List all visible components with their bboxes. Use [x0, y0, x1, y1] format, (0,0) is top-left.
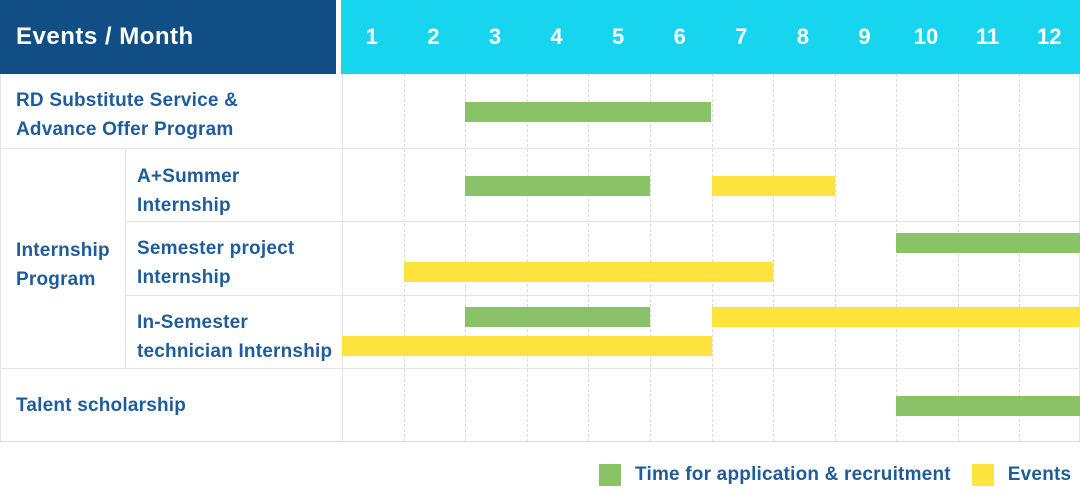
row-separator-line: [1, 148, 1080, 149]
month-label-10: 10: [913, 24, 939, 49]
gantt-bar-yellow-months-7-12: [711, 307, 1080, 327]
legend-item-application-recruitment: Time for application & recruitment: [599, 464, 951, 486]
month-label-11: 11: [975, 24, 1000, 49]
month-label-2: 2: [427, 24, 440, 49]
month-gridline: [465, 74, 466, 442]
row-separator-line: [1, 368, 1080, 369]
month-label-1: 1: [365, 24, 378, 49]
month-label-8: 8: [796, 24, 809, 49]
gantt-bar-green-months-10-12: [896, 233, 1080, 253]
gantt-bar-green-months-3-5: [465, 176, 650, 196]
table-body: [0, 74, 1080, 442]
legend-label: Events: [1007, 464, 1072, 485]
row-label-line: technician Internship: [137, 341, 333, 362]
group-label-internship-program: Internship Program: [16, 236, 110, 294]
month-gridline: [835, 74, 836, 442]
month-gridline: [1019, 74, 1020, 442]
month-label-3: 3: [488, 24, 502, 49]
group-label-line: Internship: [16, 240, 110, 261]
month-header-strip: 1 2 3 4 5 6 7 8 9 10 11 12: [341, 0, 1080, 74]
month-label-7: 7: [735, 24, 748, 49]
gantt-bar-yellow-months-1-6: [342, 336, 712, 356]
month-label-4: 4: [550, 24, 563, 49]
row-label-talent-scholarship: Talent scholarship: [16, 391, 186, 420]
month-label-9: 9: [858, 24, 871, 49]
group-label-line: Program: [16, 269, 96, 290]
legend-item-events: Events: [971, 464, 1072, 486]
label-grid-separator-line: [342, 74, 343, 442]
month-gridline: [588, 74, 589, 442]
table-title: Events / Month: [16, 23, 194, 50]
month-label-12: 12: [1036, 24, 1062, 49]
month-label-6: 6: [673, 24, 686, 49]
gantt-bar-green-months-3-5: [465, 307, 650, 327]
row-label-line: Advance Offer Program: [16, 119, 234, 140]
row-label-rd-substitute: RD Substitute Service & Advance Offer Pr…: [16, 86, 238, 144]
sub-label-separator-line: [125, 148, 126, 368]
row-label-line: Internship: [137, 267, 231, 288]
month-gridline: [958, 74, 959, 442]
row-label-semester-project-internship: Semester project Internship: [137, 234, 294, 292]
month-gridline: [773, 74, 774, 442]
legend-swatch-yellow: [971, 464, 994, 486]
gantt-bar-yellow-months-7-8: [711, 176, 835, 196]
row-label-line: A+Summer: [137, 166, 240, 187]
month-gridline: [712, 74, 713, 442]
row-separator-line: [125, 221, 1080, 222]
legend-label: Time for application & recruitment: [635, 464, 951, 485]
gantt-bar-green-months-3-6: [465, 102, 712, 122]
legend-swatch-green: [599, 464, 621, 486]
row-label-line: Internship: [137, 195, 231, 216]
gantt-bar-yellow-months-2-7: [403, 262, 774, 282]
row-label-line: Semester project: [137, 238, 295, 259]
legend: Time for application & recruitment Event…: [599, 464, 1071, 486]
row-label-line: RD Substitute Service &: [16, 90, 239, 111]
month-gridline: [650, 74, 651, 442]
gantt-bar-green-months-10-12: [896, 396, 1080, 416]
month-gridline: [896, 74, 897, 442]
events-month-header: Events / Month: [0, 0, 336, 74]
row-label-in-semester-technician-internship: In-Semester technician Internship: [137, 308, 332, 366]
month-label-5: 5: [611, 24, 625, 49]
row-label-line: In-Semester: [137, 312, 248, 333]
row-separator-line: [125, 295, 1080, 296]
month-gridline: [404, 74, 405, 442]
row-label-a-plus-summer-internship: A+Summer Internship: [137, 162, 239, 220]
row-label-line: Talent scholarship: [16, 395, 187, 416]
month-gridline: [527, 74, 528, 442]
